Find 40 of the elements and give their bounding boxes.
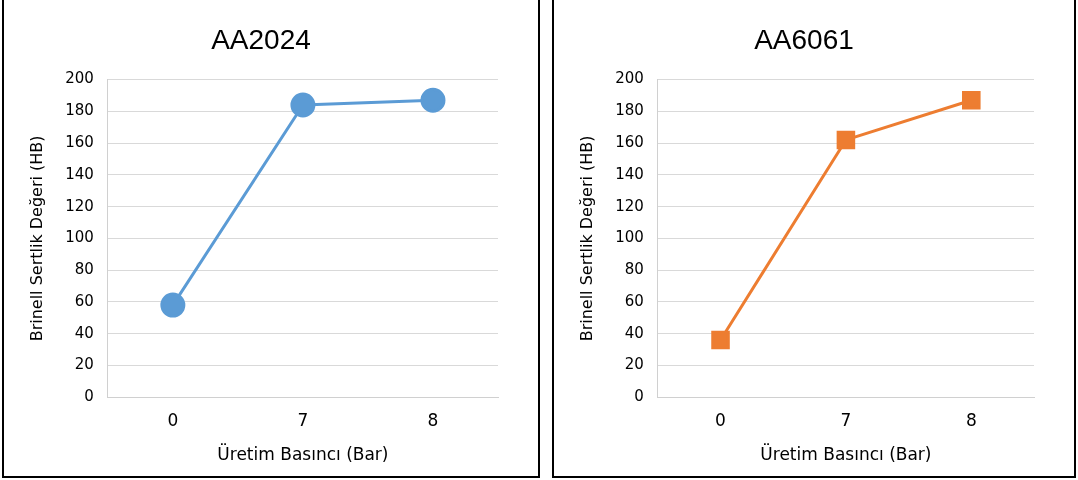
y-tick-label: 120 [615, 196, 644, 215]
point [160, 292, 186, 318]
x-tick-label: 8 [427, 409, 439, 430]
y-tick-label: 20 [624, 355, 644, 374]
y-tick-label: 180 [65, 101, 94, 120]
y-axis-title: Brinell Sertlik Değeri (HB) [576, 135, 596, 342]
y-tick-label: 40 [74, 323, 94, 342]
y-tick-label: 0 [84, 387, 94, 406]
x-tick-label: 8 [965, 409, 977, 430]
y-tick-label: 180 [615, 101, 644, 120]
y-tick-label: 200 [615, 69, 644, 88]
y-axis-title: Brinell Sertlik Değeri (HB) [26, 135, 46, 342]
y-tick-label: 60 [74, 291, 94, 310]
y-tick-label: 160 [65, 133, 94, 152]
x-tick-label: 7 [840, 409, 852, 430]
point [420, 87, 446, 113]
y-tick-label: 120 [65, 196, 94, 215]
x-tick-label: 0 [715, 409, 726, 430]
point [290, 92, 316, 118]
y-tick-label: 100 [65, 228, 94, 247]
y-tick-label: 20 [74, 355, 94, 374]
x-tick-label: 0 [167, 409, 179, 430]
point [836, 130, 856, 150]
y-tick-label: 0 [634, 387, 644, 406]
y-tick-label: 80 [74, 260, 94, 279]
chart-title: AA2024 [211, 23, 311, 55]
y-tick-label: 40 [624, 323, 644, 342]
y-tick-label: 140 [615, 164, 644, 183]
point [711, 330, 730, 350]
x-axis-title: Üretim Basıncı (Bar) [217, 443, 389, 465]
y-tick-label: 200 [65, 69, 94, 88]
y-tick-label: 80 [624, 260, 644, 279]
point [962, 90, 981, 110]
y-tick-label: 140 [65, 164, 94, 183]
x-axis-title: Üretim Basıncı (Bar) [760, 443, 932, 465]
chart-title: AA6061 [754, 23, 854, 55]
y-tick-label: 60 [624, 291, 644, 310]
y-tick-label: 160 [615, 133, 644, 152]
x-tick-label: 7 [297, 409, 309, 430]
y-tick-label: 100 [615, 228, 644, 247]
